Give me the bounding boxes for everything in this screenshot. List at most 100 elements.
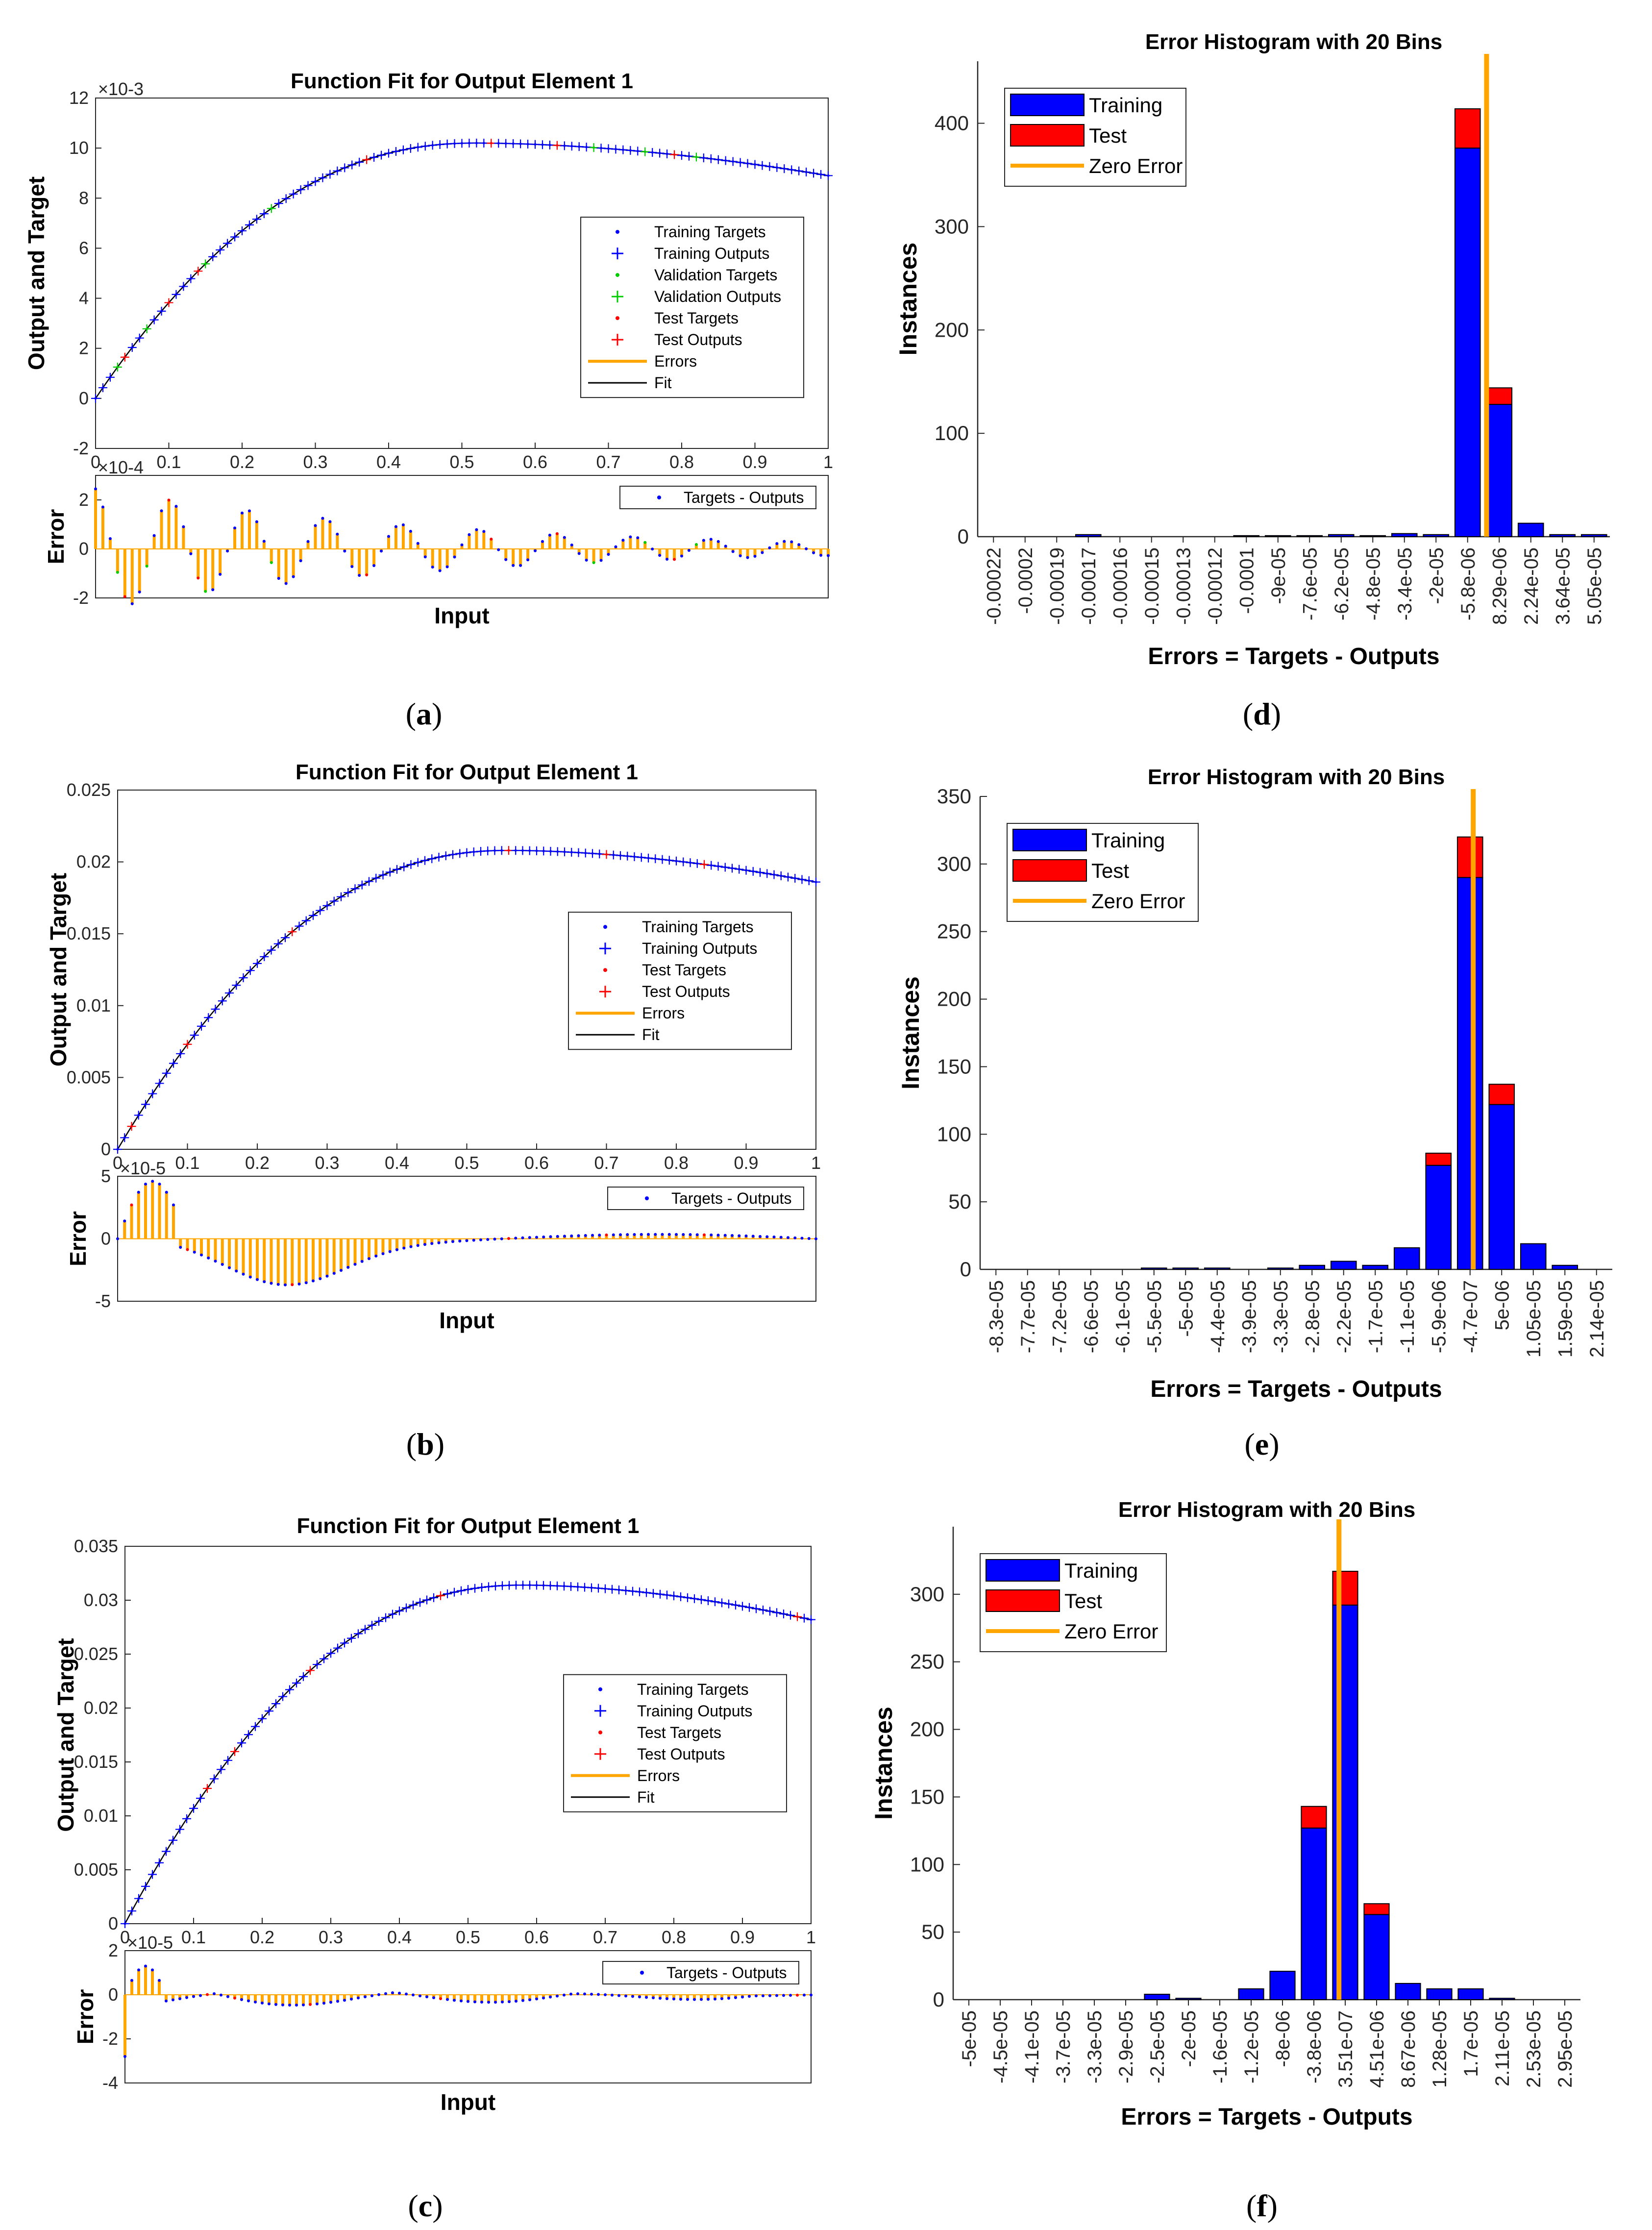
- error-y-tick-label: 0: [79, 539, 89, 559]
- target-marker: [514, 849, 517, 852]
- error-point: [724, 545, 727, 548]
- target-marker: [263, 955, 266, 958]
- target-marker: [590, 1586, 593, 1589]
- error-point: [570, 543, 573, 546]
- error-point: [542, 1996, 545, 2000]
- legend-target-marker: [616, 230, 619, 234]
- error-point: [514, 1237, 518, 1240]
- target-marker: [617, 1588, 620, 1591]
- hist-y-tick-label: 150: [937, 1055, 971, 1078]
- error-point: [812, 551, 815, 554]
- legend-target-marker: [616, 273, 619, 277]
- hist-x-tick-label: -4.4e-05: [1207, 1280, 1229, 1353]
- error-point: [693, 1998, 696, 2001]
- target-marker: [507, 849, 510, 852]
- hist-y-tick-label: 350: [937, 785, 971, 808]
- target-marker: [748, 1606, 751, 1609]
- hist-x-tick-label: -0.0002: [1015, 547, 1036, 614]
- error-point: [814, 1237, 817, 1240]
- hist-y-tick-label: 150: [910, 1785, 944, 1808]
- target-marker: [261, 1717, 264, 1720]
- hist-x-tick-label: -2e-05: [1178, 2010, 1200, 2067]
- error-point: [504, 558, 508, 561]
- error-point: [186, 1248, 189, 1251]
- error-point: [598, 1234, 601, 1237]
- caption-letter: a: [416, 696, 432, 731]
- hist-x-tick-label: 2.11e-05: [1492, 2010, 1513, 2086]
- target-marker: [631, 1590, 634, 1593]
- hist-legend-label: Training: [1089, 94, 1162, 117]
- error-point: [321, 517, 324, 520]
- bar-test: [1488, 1084, 1515, 1105]
- error-point: [779, 1236, 783, 1239]
- bar-training: [1075, 534, 1102, 537]
- error-point: [94, 487, 97, 491]
- error-point: [528, 1998, 531, 2002]
- hist-ylabel: Instances: [870, 1707, 897, 1820]
- target-marker: [444, 854, 447, 857]
- hist-x-tick-label: 1.28e-05: [1429, 2010, 1451, 2088]
- error-point: [130, 602, 134, 605]
- error-exponent-label: ×10-4: [98, 457, 144, 477]
- x-tick-label: 0.4: [387, 1927, 412, 1947]
- target-marker: [109, 376, 112, 379]
- error-point: [206, 1993, 209, 1996]
- target-marker: [468, 142, 470, 145]
- hist-y-tick-label: 50: [921, 1920, 944, 1943]
- target-marker: [487, 1585, 490, 1588]
- hist-y-tick-label: 200: [937, 988, 971, 1011]
- y-tick-label: 0.025: [74, 1644, 118, 1664]
- target-marker: [151, 1092, 154, 1095]
- error-point: [617, 1994, 620, 1997]
- target-marker: [336, 1647, 339, 1650]
- legend-output-marker: [599, 942, 611, 955]
- error-point: [624, 1994, 627, 1998]
- target-marker: [624, 1589, 627, 1592]
- target-marker: [326, 904, 328, 907]
- hist-x-tick-label: -3.4e-05: [1394, 547, 1416, 620]
- target-marker: [453, 1591, 456, 1594]
- error-y-tick-label: 2: [79, 490, 89, 510]
- target-marker: [405, 1607, 408, 1610]
- target-marker: [700, 1598, 703, 1601]
- x-tick-label: 0.5: [454, 1153, 479, 1173]
- x-tick-label: 1: [823, 452, 833, 472]
- target-marker: [528, 849, 531, 852]
- bar-training: [1549, 534, 1576, 537]
- target-marker: [693, 1597, 696, 1600]
- target-marker: [702, 156, 705, 159]
- target-marker: [541, 143, 544, 146]
- target-marker: [288, 1688, 291, 1691]
- target-marker: [745, 869, 747, 872]
- error-point: [577, 552, 581, 555]
- x-tick-label: 0.2: [230, 452, 254, 472]
- legend-training-swatch: [986, 1559, 1060, 1582]
- y-tick-label: 8: [79, 188, 89, 208]
- error-point: [515, 2000, 518, 2003]
- bar-training: [1172, 1267, 1199, 1270]
- error-point: [199, 1994, 202, 1997]
- error-point: [619, 1233, 622, 1237]
- error-point: [661, 1233, 664, 1236]
- target-marker: [801, 878, 803, 881]
- error-point: [590, 1992, 593, 1996]
- error-point: [453, 1999, 456, 2002]
- target-marker: [501, 1584, 504, 1587]
- target-marker: [101, 386, 104, 389]
- x-tick-label: 0.2: [245, 1153, 270, 1173]
- target-marker: [307, 184, 310, 187]
- target-marker: [160, 310, 163, 313]
- target-marker: [221, 999, 224, 1002]
- target-marker: [497, 142, 500, 145]
- error-point: [787, 1236, 789, 1239]
- error-point: [493, 1238, 496, 1241]
- error-point: [810, 1993, 813, 1997]
- fit-title: Function Fit for Output Element 1: [296, 1514, 639, 1538]
- error-point: [262, 540, 266, 543]
- target-marker: [214, 1008, 217, 1011]
- error-point: [263, 1280, 266, 1284]
- error-point: [226, 1995, 229, 1998]
- error-point: [612, 1233, 615, 1237]
- bar-test: [1332, 1570, 1358, 1606]
- panel-e-error-histogram: Error Histogram with 20 Bins 0 50 100 150 200…: [897, 765, 1612, 1462]
